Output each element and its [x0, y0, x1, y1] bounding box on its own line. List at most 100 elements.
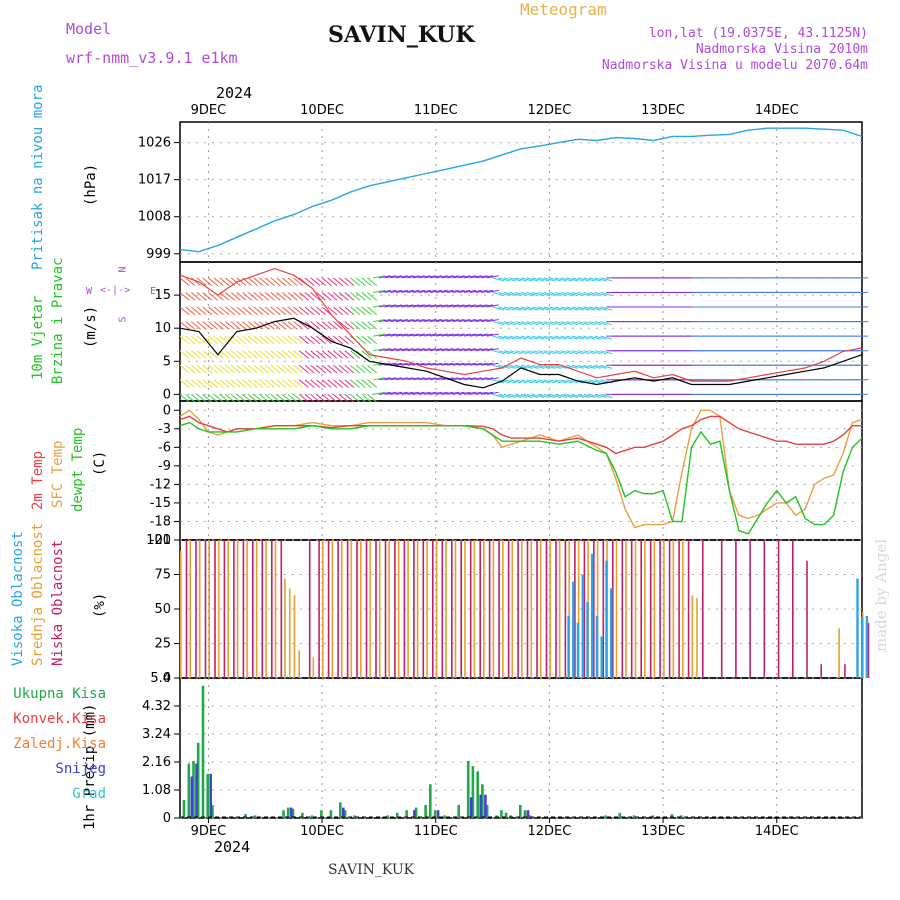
wind-barb [554, 379, 567, 384]
low-cloud-bar [659, 540, 661, 678]
wind-barb [321, 277, 332, 286]
wind-barb [572, 277, 584, 282]
wind-barb [458, 333, 471, 337]
ytick-label-temperature: -15 [150, 496, 171, 511]
precip-total-bar [471, 766, 475, 818]
wind-barb [384, 289, 397, 293]
top-day-label: 10DEC [300, 103, 344, 118]
compass-e: E [150, 286, 157, 297]
precip-total-bar [253, 815, 257, 818]
wind-barb [287, 335, 298, 345]
wind-barb [395, 362, 408, 366]
precip-total-bar [301, 812, 304, 818]
wind-barb [344, 277, 355, 286]
wind-barb [304, 379, 315, 388]
low-cloud-bar [384, 540, 387, 678]
wind-barb [276, 321, 287, 330]
wind-barb [208, 393, 218, 403]
wind-barb [503, 306, 516, 311]
wind-barb [310, 393, 321, 403]
precip-total-bar [670, 814, 674, 818]
mid-cloud-bar [312, 657, 315, 678]
wind-barb [264, 306, 275, 316]
wind-barb [532, 393, 545, 398]
wind-barb [486, 391, 499, 395]
wind-barb [293, 393, 304, 403]
low-cloud-bar [867, 622, 870, 678]
wind-barb [361, 393, 372, 403]
wind-barb [401, 275, 414, 279]
wind-barb [486, 377, 499, 381]
wind-barb [469, 304, 482, 308]
mid-cloud-bar [350, 540, 353, 678]
wind-barb [287, 321, 298, 330]
wind-barb [338, 335, 349, 345]
precip-total-bar [476, 771, 479, 818]
ytick-label-temperature: -6 [158, 440, 171, 455]
wind-barb [270, 364, 281, 374]
wind-barb [583, 291, 596, 297]
wind-barb [179, 277, 190, 286]
low-cloud-bar [763, 540, 766, 678]
mid-cloud-bar [634, 540, 637, 678]
wind-barb [196, 277, 207, 286]
wind-barb [412, 391, 425, 395]
precip-total-bar [310, 815, 314, 818]
wind-barb [202, 292, 213, 301]
wind-barb [281, 321, 292, 330]
low-cloud-bar [252, 540, 254, 678]
wind-barb [196, 379, 207, 388]
wind-barb [503, 291, 516, 297]
high-cloud-bar [581, 574, 584, 678]
wind-barb [236, 306, 247, 316]
wind-barb [299, 321, 309, 330]
wind-barb [452, 348, 465, 352]
wind-barb [373, 289, 386, 293]
low-cloud-bar [479, 540, 481, 678]
wind-barb [600, 335, 613, 340]
wind-barb [293, 379, 304, 388]
wind-barb [458, 348, 471, 352]
wind-barb [321, 379, 332, 388]
wind-barb [213, 306, 224, 316]
mid-cloud-bar [388, 540, 390, 678]
ytick-label-temperature: 0 [163, 403, 171, 418]
precip-total-bar [457, 805, 460, 818]
wind-barb [554, 321, 567, 326]
wind-barb [219, 306, 230, 316]
wind-barb [236, 379, 247, 388]
wind-barb [549, 277, 562, 282]
wind-barb [247, 306, 258, 316]
mid-cloud-bar [341, 540, 343, 678]
wind-barb [401, 377, 414, 381]
wind-barb [537, 364, 550, 369]
wind-barb [179, 350, 190, 359]
wind-barb [515, 321, 528, 326]
wind-barb [350, 379, 361, 388]
wind-barb [367, 335, 378, 345]
wind-barb [566, 306, 579, 311]
low-cloud-bar [337, 540, 339, 678]
wind-barb [287, 379, 298, 388]
wind-barb [327, 393, 338, 403]
wind-barb [264, 379, 275, 388]
ytick-label-precip: 0 [163, 811, 171, 826]
wind-barb [287, 393, 298, 403]
high-cloud-bar [856, 578, 859, 678]
wind-barb [344, 292, 355, 301]
wind-barb [316, 321, 326, 330]
precip-total-bar [680, 815, 683, 818]
wind-barb [253, 350, 264, 359]
wind-barb [264, 277, 275, 286]
wind-barb [304, 350, 315, 359]
wind-barb [390, 304, 403, 308]
wind-barb [537, 291, 550, 297]
precip-total-bar [187, 763, 191, 818]
wind-barb [492, 335, 505, 340]
wind-barb [236, 393, 247, 403]
low-cloud-bar [507, 540, 510, 678]
wind-barb [327, 306, 338, 316]
wind-barb [515, 350, 528, 355]
wind-barb [185, 364, 196, 374]
wind-barb [338, 364, 349, 374]
